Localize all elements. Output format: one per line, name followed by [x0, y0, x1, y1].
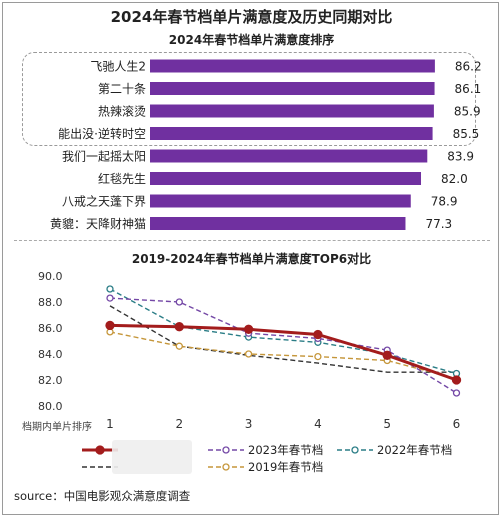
bar-value: 77.3 [425, 217, 452, 230]
bar [150, 127, 433, 140]
bar [150, 149, 428, 163]
series-point [175, 342, 183, 350]
bar [150, 104, 434, 118]
bar [150, 59, 435, 73]
series-line [109, 323, 458, 382]
x-tick-label: 5 [383, 417, 391, 431]
bar-label: 飞驰人生2 [90, 60, 146, 74]
legend-label: 2019年春节档 [248, 460, 323, 474]
line-chart: 80.0 82.0 84.0 86.0 88.0 90.0 1 2 3 4 5 6 档期内单片排序 202… [22, 270, 462, 474]
legend-label: 2022年春节档 [377, 443, 452, 457]
y-tick-label: 84.0 [38, 348, 63, 361]
y-tick-label: 88.0 [38, 296, 63, 309]
bar-value: 82.0 [441, 172, 468, 186]
y-tick-label: 82.0 [38, 374, 63, 387]
y-tick-label: 80.0 [38, 400, 63, 413]
bar-value: 85.9 [454, 105, 481, 119]
bar [150, 217, 406, 230]
x-tick-label: 4 [314, 417, 322, 431]
series-point [106, 285, 114, 293]
bar-label: 能出没·逆转时空 [58, 126, 146, 141]
y-tick-label: 86.0 [38, 322, 63, 335]
x-axis-label: 档期内单片排序 [22, 420, 92, 433]
bar-label: 我们一起摇太阳 [62, 149, 146, 164]
series-line [109, 331, 457, 380]
x-tick-label: 6 [453, 417, 461, 431]
series-point [244, 350, 253, 358]
series-point [451, 375, 462, 385]
series-line [109, 305, 457, 373]
bar-value: 85.5 [453, 127, 480, 141]
bar-label: 第二十条 [98, 82, 146, 96]
bar-value: 78.9 [431, 195, 458, 209]
legend-marker [222, 446, 230, 454]
section-divider [14, 240, 490, 241]
bar-label: 热辣滚烫 [98, 104, 146, 119]
source-note: source：中国电影观众满意度调查 [14, 489, 191, 503]
series-point [243, 324, 254, 334]
series-point [106, 294, 114, 302]
bar [150, 172, 422, 185]
legend-marker [351, 446, 359, 454]
legend-label: 2023年春节档 [248, 443, 323, 457]
bar-value: 86.1 [455, 82, 482, 96]
x-tick-label: 2 [175, 417, 183, 431]
x-tick-label: 3 [245, 417, 253, 431]
bar [150, 194, 411, 208]
bar-value: 83.9 [447, 150, 474, 164]
series-point [175, 298, 183, 306]
top4-highlight-box [22, 52, 476, 146]
bar-label: 八戒之天蓬下界 [62, 195, 146, 209]
bar-label: 红毯先生 [98, 171, 146, 186]
legend-marker [95, 445, 105, 455]
legend-marker [222, 463, 230, 471]
bar-chart: 飞驰人生2 86.2 第二十条 86.1 热辣滚烫 85.9 能出没·逆转时空 85.5 我们一… [50, 59, 482, 230]
bar-value: 86.2 [455, 60, 482, 74]
x-tick-label: 1 [106, 417, 114, 431]
line-chart-title: 2019-2024年春节档单片满意度TOP6对比 [131, 252, 372, 266]
bar-chart-title: 2024年春节档单片满意度排序 [168, 33, 335, 47]
series-line [109, 297, 457, 394]
bar [150, 82, 435, 95]
series-point [314, 352, 322, 361]
series-point [313, 329, 323, 340]
bar-label: 黄貔：天降财神猫 [50, 217, 146, 230]
series-point [105, 320, 115, 331]
series-point [174, 322, 184, 332]
main-title: 2024年春节档单片满意度及历史同期对比 [110, 8, 393, 26]
series-point [382, 350, 392, 360]
obscured-region [112, 440, 192, 474]
y-tick-label: 90.0 [38, 270, 63, 283]
series-point [452, 389, 461, 397]
